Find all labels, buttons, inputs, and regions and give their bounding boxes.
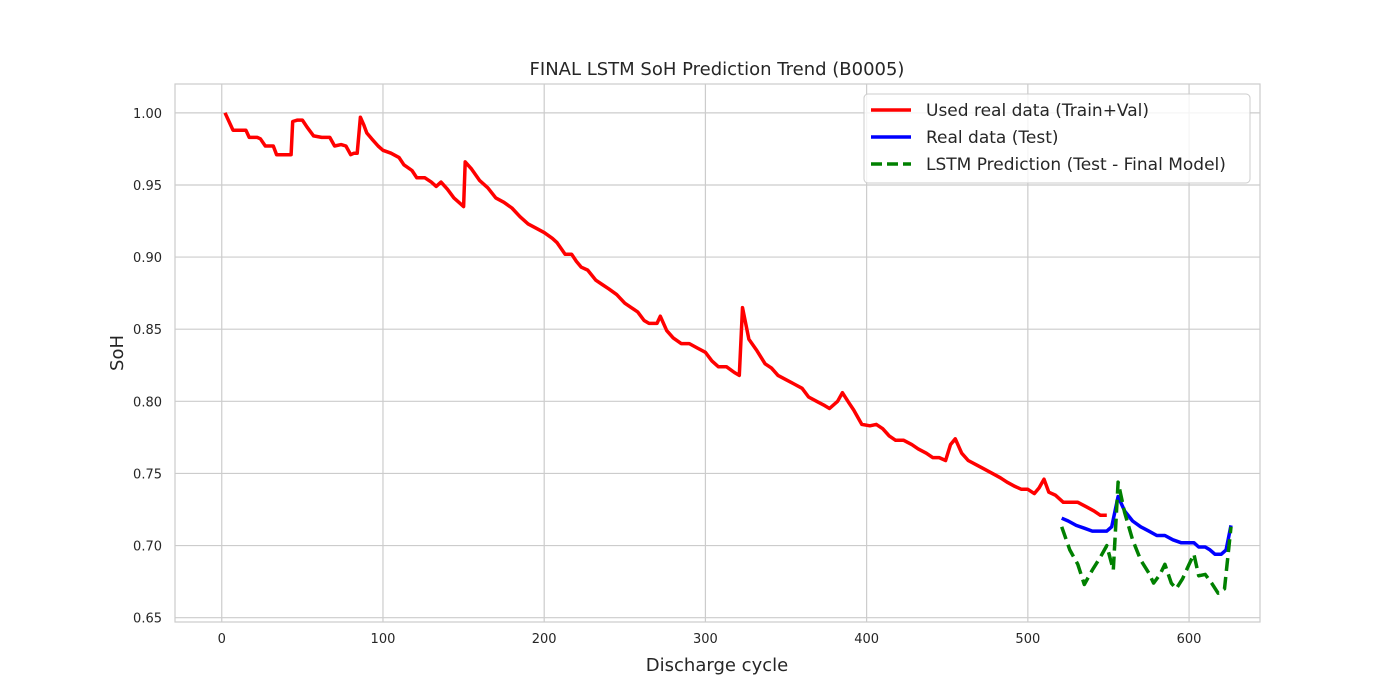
legend-label-prediction: LSTM Prediction (Test - Final Model) <box>926 155 1226 175</box>
y-tick-label: 0.90 <box>133 251 162 266</box>
legend-box <box>863 93 1251 184</box>
series-line-real-data-test <box>1061 494 1233 556</box>
x-tick-label: 300 <box>693 632 718 647</box>
series-layer <box>223 112 1233 595</box>
y-tick-label: 0.80 <box>133 395 162 410</box>
y-tick-labels: 0.65 0.70 0.75 0.80 0.85 0.90 0.95 1.00 <box>133 107 162 627</box>
x-axis-label: Discharge cycle <box>646 655 788 676</box>
y-tick-label: 0.65 <box>133 612 162 627</box>
y-tick-label: 0.95 <box>133 179 162 194</box>
chart-title: FINAL LSTM SoH Prediction Trend (B0005) <box>530 59 905 80</box>
grid-lines <box>175 84 1260 622</box>
series-line-used-real-data-train-val <box>223 112 1107 518</box>
legend-label-test: Real data (Test) <box>926 128 1059 148</box>
y-tick-label: 0.85 <box>133 323 162 338</box>
x-tick-labels: 0 100 200 300 400 500 600 <box>218 632 1202 647</box>
y-tick-label: 1.00 <box>133 107 162 122</box>
y-tick-label: 0.70 <box>133 540 162 555</box>
x-tick-label: 100 <box>371 632 396 647</box>
y-tick-label: 0.75 <box>133 467 162 482</box>
x-tick-label: 600 <box>1177 632 1202 647</box>
x-tick-label: 200 <box>532 632 557 647</box>
y-axis-label: SoH <box>107 335 128 371</box>
legend-label-train: Used real data (Train+Val) <box>926 101 1149 121</box>
series-line-lstm-prediction-test-final-model <box>1060 480 1233 595</box>
x-tick-label: 0 <box>218 632 226 647</box>
x-tick-label: 400 <box>854 632 879 647</box>
x-tick-label: 500 <box>1015 632 1040 647</box>
plot-frame <box>174 83 1261 623</box>
legend: Used real data (Train+Val) Real data (Te… <box>863 93 1251 184</box>
